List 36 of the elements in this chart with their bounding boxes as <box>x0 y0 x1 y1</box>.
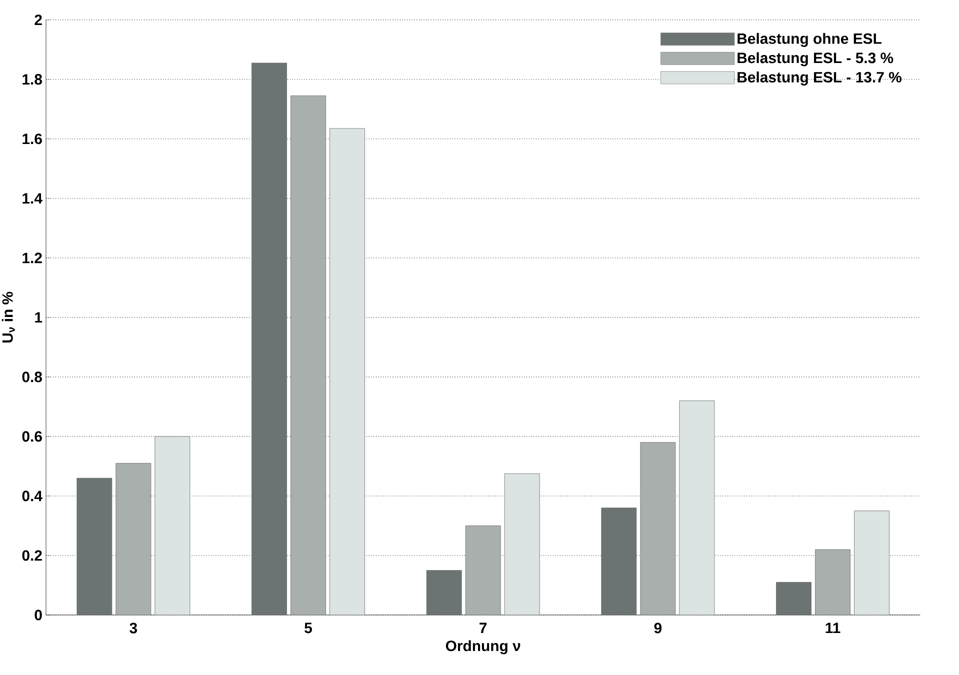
x-axis-title: Ordnung ν <box>446 640 520 654</box>
bar <box>679 400 715 615</box>
bar <box>116 463 152 615</box>
bar <box>854 510 890 615</box>
legend-label: Belastung ESL - 5.3 % <box>738 52 894 66</box>
y-axis-title: U$_{ν}$ in % <box>2 292 15 343</box>
x-tick-label: 9 <box>654 622 662 634</box>
y-tick-label: 1 <box>35 312 42 323</box>
y-tick-label: 1.4 <box>22 193 42 204</box>
y-tick-label: 0.8 <box>22 372 42 382</box>
bar <box>465 526 501 615</box>
bar <box>330 128 365 615</box>
x-tick-label: 3 <box>130 622 138 634</box>
y-tick-label: 1.2 <box>22 252 42 264</box>
y-tick-label: 0.2 <box>22 550 42 561</box>
bar <box>252 62 287 615</box>
y-tick-label: 2 <box>34 14 42 26</box>
bar <box>290 96 326 615</box>
x-tick-label: 5 <box>304 622 312 634</box>
y-tick-label: 1.6 <box>22 134 42 144</box>
bar <box>601 508 637 615</box>
bar <box>76 478 112 615</box>
x-tick-label: 7 <box>480 622 487 634</box>
bar <box>504 473 540 615</box>
bar <box>426 570 462 615</box>
bar <box>776 582 812 615</box>
y-tick-label: 1.8 <box>22 74 42 85</box>
legend-label: Belastung ohne ESL <box>738 32 882 47</box>
bar <box>815 549 850 615</box>
legend-label: Belastung ESL - 13.7 % <box>738 72 902 86</box>
y-tick-label: 0 <box>34 610 42 620</box>
bar <box>154 436 190 615</box>
y-tick-label: 0.4 <box>22 490 42 502</box>
bar <box>640 442 676 615</box>
x-tick-label: 11 <box>826 622 840 634</box>
y-tick-label: 0.6 <box>22 431 42 442</box>
